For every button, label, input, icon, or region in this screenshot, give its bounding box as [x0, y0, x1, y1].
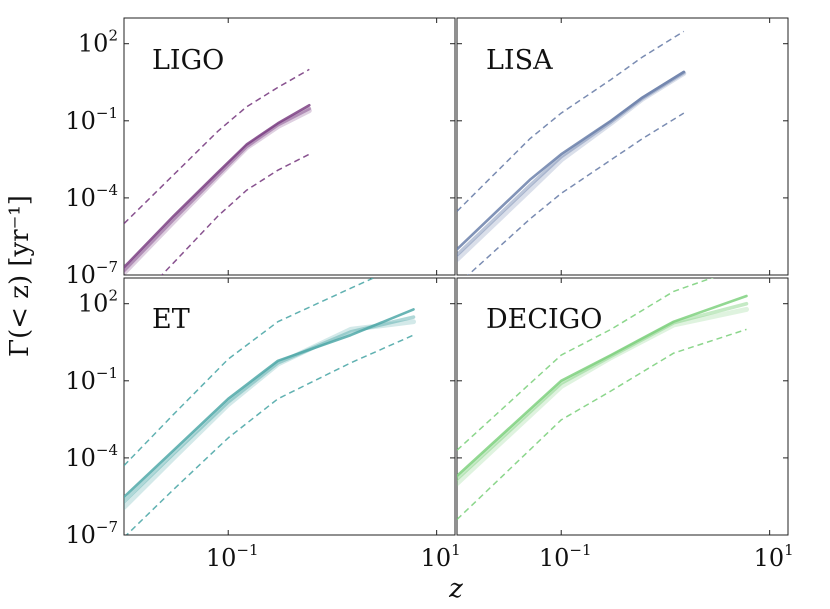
y-tick-label: 10−7	[65, 258, 118, 289]
lisa-central-1-line	[457, 70, 686, 251]
x-tick-labels: 10−1 101 10−1 101	[206, 541, 794, 572]
panel-ligo-ticks	[124, 18, 455, 276]
panel-ligo-label: LIGO	[152, 45, 224, 76]
y-tick-label: 10−4	[65, 181, 118, 212]
panel-decigo-label: DECIGO	[486, 304, 602, 335]
ligo-central-3-line	[124, 108, 312, 275]
panel-decigo-series	[457, 278, 749, 521]
panel-et-series	[124, 278, 416, 535]
ligo-upper-bound-line	[124, 68, 310, 225]
ligo-central-2-line	[124, 106, 312, 273]
et-central-2-line	[124, 315, 416, 504]
y-axis-title: Γ(< z) [yr⁻¹]	[5, 195, 35, 357]
lisa-upper-bound-line	[457, 30, 685, 212]
et-lower-bound-line	[125, 334, 414, 535]
panel-lisa-ticks	[457, 18, 788, 276]
panel-lisa-frame	[456, 17, 789, 276]
panel-decigo-ticks	[457, 278, 788, 536]
decigo-lower-bound-line	[457, 328, 747, 521]
x-tick-label: 10−1	[206, 541, 259, 572]
panel-decigo-frame	[456, 277, 789, 536]
et-central-1-line	[124, 308, 415, 499]
x-tick-label: 101	[754, 541, 794, 572]
panel-ligo-frame	[123, 17, 456, 276]
y-tick-label: 102	[78, 27, 118, 58]
panel-ligo: LIGO	[123, 17, 456, 276]
decigo-central-1-line	[457, 294, 748, 478]
et-upper-bound-line	[124, 278, 376, 467]
panel-decigo: DECIGO	[456, 277, 789, 536]
panel-et-ticks	[124, 278, 455, 536]
y-tick-label: 10−1	[65, 104, 118, 135]
decigo-central-3-line	[457, 306, 749, 487]
x-tick-label: 10−1	[539, 541, 592, 572]
decigo-central-2-line	[457, 301, 749, 481]
panel-et: ET	[123, 277, 456, 536]
panel-lisa: LISA	[456, 17, 789, 276]
ligo-lower-bound-line	[160, 153, 310, 275]
y-tick-label: 10−4	[65, 441, 118, 472]
panel-ligo-series	[124, 68, 312, 275]
lisa-central-2-line	[457, 70, 686, 257]
ligo-central-1-line	[124, 104, 311, 269]
panel-lisa-series	[457, 30, 687, 275]
x-tick-label: 101	[421, 541, 461, 572]
lisa-central-3-line	[457, 70, 687, 262]
panel-lisa-label: LISA	[486, 45, 553, 76]
x-axis-title: z	[448, 574, 463, 604]
et-central-3-line	[124, 319, 416, 510]
panel-et-frame	[123, 277, 456, 536]
y-tick-label: 102	[78, 287, 118, 318]
lisa-lower-bound-line	[467, 112, 685, 275]
y-tick-label: 10−1	[65, 364, 118, 395]
y-tick-label: 10−7	[65, 518, 118, 549]
decigo-upper-bound-line	[457, 278, 714, 451]
panel-et-label: ET	[152, 304, 190, 335]
